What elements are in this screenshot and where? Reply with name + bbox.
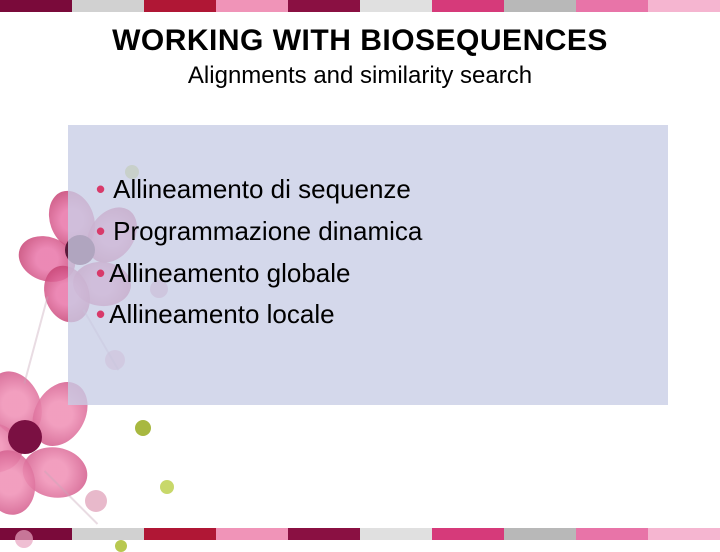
- bullet-text: Allineamento di sequenze: [113, 173, 411, 207]
- bullet-item: • Allineamento locale: [96, 298, 640, 332]
- bar-segment: [144, 0, 216, 12]
- bar-segment: [0, 0, 72, 12]
- bar-segment: [144, 528, 216, 540]
- bullet-text: Allineamento globale: [109, 257, 350, 291]
- bar-segment: [288, 0, 360, 12]
- bar-segment: [432, 0, 504, 12]
- bullet-icon: •: [96, 260, 105, 286]
- bullet-text: Programmazione dinamica: [113, 215, 422, 249]
- bar-segment: [360, 0, 432, 12]
- bullet-item: • Allineamento globale: [96, 257, 640, 291]
- bar-segment: [648, 0, 720, 12]
- slide-title: WORKING WITH BIOSEQUENCES: [0, 24, 720, 58]
- bar-segment: [216, 0, 288, 12]
- bar-segment: [576, 528, 648, 540]
- bottom-color-bar: [0, 528, 720, 540]
- bar-segment: [504, 0, 576, 12]
- bar-segment: [648, 528, 720, 540]
- bullet-item: • Programmazione dinamica: [96, 215, 640, 249]
- bar-segment: [360, 528, 432, 540]
- bullet-item: • Allineamento di sequenze: [96, 173, 640, 207]
- bullet-icon: •: [96, 218, 105, 244]
- bullet-icon: •: [96, 176, 105, 202]
- top-color-bar: [0, 0, 720, 12]
- bar-segment: [72, 0, 144, 12]
- bar-segment: [432, 528, 504, 540]
- slide-subtitle: Alignments and similarity search: [0, 62, 720, 90]
- bar-segment: [0, 528, 72, 540]
- bullet-icon: •: [96, 301, 105, 327]
- bar-segment: [72, 528, 144, 540]
- content-panel: • Allineamento di sequenze • Programmazi…: [68, 125, 668, 405]
- bar-segment: [576, 0, 648, 12]
- bar-segment: [216, 528, 288, 540]
- bar-segment: [504, 528, 576, 540]
- bar-segment: [288, 528, 360, 540]
- bullet-text: Allineamento locale: [109, 298, 334, 332]
